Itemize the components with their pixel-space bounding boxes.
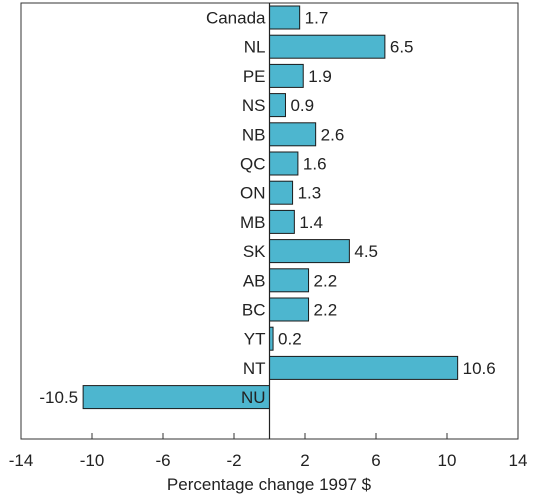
category-label: ON — [240, 184, 266, 203]
value-label: 6.5 — [390, 38, 414, 57]
value-label: 1.7 — [305, 9, 329, 28]
category-label: NS — [242, 96, 266, 115]
bars-layer — [83, 6, 458, 409]
x-tick-label: 2 — [300, 451, 309, 470]
x-tick-label: -10 — [80, 451, 105, 470]
bar-bc — [270, 298, 309, 321]
value-label: 1.4 — [299, 213, 323, 232]
x-tick-label: 10 — [438, 451, 457, 470]
value-label: 4.5 — [354, 242, 378, 261]
value-label: 10.6 — [463, 359, 496, 378]
bar-mb — [270, 210, 295, 233]
bar-canada — [270, 6, 300, 29]
value-label: 0.2 — [278, 330, 302, 349]
category-label: NT — [243, 359, 266, 378]
category-label: MB — [240, 213, 266, 232]
bar-nl — [270, 35, 385, 58]
category-label: PE — [243, 67, 266, 86]
bar-nb — [270, 123, 316, 146]
x-tick-label: -2 — [226, 451, 241, 470]
value-label: -10.5 — [39, 388, 78, 407]
category-label: SK — [243, 242, 266, 261]
x-axis-title: Percentage change 1997 $ — [167, 475, 372, 494]
bar-nt — [270, 356, 458, 379]
value-label: 1.3 — [298, 184, 322, 203]
category-label: YT — [244, 330, 266, 349]
value-label: 1.6 — [303, 155, 327, 174]
bar-on — [270, 181, 293, 204]
category-label: AB — [243, 271, 266, 290]
value-label: 2.2 — [314, 301, 338, 320]
x-tick-label: 14 — [509, 451, 528, 470]
bar-ns — [270, 94, 286, 117]
value-label: 2.6 — [321, 125, 345, 144]
value-label: 0.9 — [290, 96, 314, 115]
value-label: 2.2 — [314, 271, 338, 290]
category-label: NU — [241, 388, 266, 407]
bar-ab — [270, 269, 309, 292]
x-tick-label: -6 — [155, 451, 170, 470]
x-tick-label: -14 — [9, 451, 34, 470]
category-label: NL — [244, 38, 266, 57]
category-label: Canada — [206, 9, 266, 28]
bar-pe — [270, 64, 304, 87]
category-label: BC — [242, 301, 266, 320]
value-label: 1.9 — [308, 67, 332, 86]
labels-layer: Canada 1.7 NL 6.5 PE 1.9 NS 0.9 NB 2.6 QC 1.6 ON 1.3 M… — [39, 9, 495, 408]
bar-qc — [270, 152, 298, 175]
bar-sk — [270, 240, 350, 263]
category-label: QC — [240, 155, 266, 174]
x-tick-label: 6 — [371, 451, 380, 470]
category-label: NB — [242, 125, 266, 144]
